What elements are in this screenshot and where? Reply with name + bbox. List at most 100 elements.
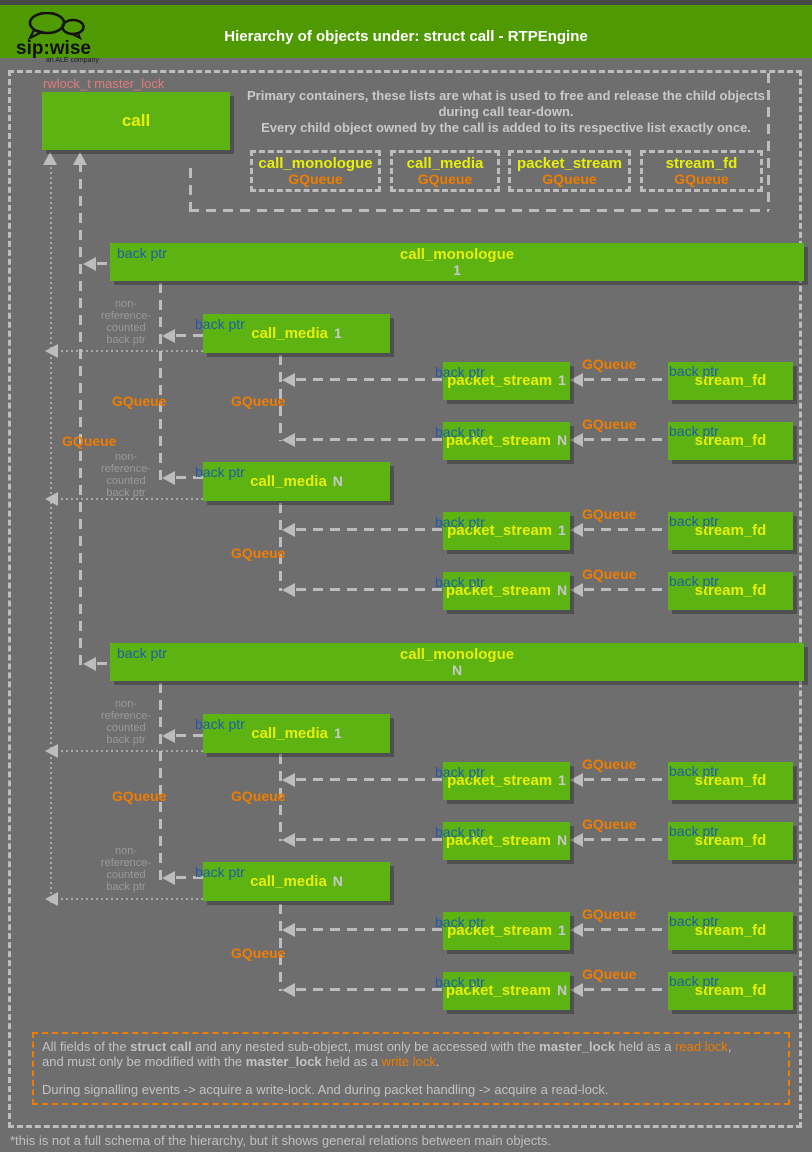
box-stream-fd-2b: stream_fd	[668, 822, 793, 860]
box-packet-stream-4b: packet_stream N	[443, 972, 570, 1010]
dashed-line	[296, 928, 443, 931]
gqueue-label: GQueue	[112, 393, 167, 409]
non-ref-back-ptr-label: non-reference-counted back ptr	[88, 698, 164, 746]
dashed-line	[767, 73, 770, 210]
container-gqueue-label: GQueue	[674, 171, 729, 187]
back-ptr-label: back ptr	[435, 974, 485, 990]
logo-tagline: an ALE company	[46, 57, 99, 64]
back-ptr-label: back ptr	[435, 514, 485, 530]
dotted-line	[56, 898, 203, 900]
arrowhead-left-icon	[282, 923, 295, 937]
box-number: 1	[558, 922, 566, 938]
diagram-outer-border	[8, 70, 802, 1128]
intro-line-2: during call tear-down.	[438, 104, 574, 119]
dashed-line	[279, 503, 282, 591]
notes-text: master_lock	[245, 1054, 322, 1069]
non-ref-line: back ptr	[106, 334, 146, 346]
gqueue-label: GQueue	[582, 816, 637, 832]
container-label: call_monologue	[258, 155, 373, 172]
box-label-row: packet_stream 1	[447, 373, 566, 389]
box-call-monologue-1: call_monologue 1	[110, 243, 804, 281]
dotted-line	[50, 162, 52, 903]
dashed-line	[584, 988, 668, 991]
box-label: stream_fd	[694, 582, 767, 599]
back-ptr-label: back ptr	[117, 645, 167, 661]
notes-text: master_lock	[539, 1039, 616, 1054]
box-packet-stream-2a: packet_stream N	[443, 422, 570, 460]
non-ref-line: back ptr	[106, 734, 146, 746]
dashed-line	[584, 528, 668, 531]
back-ptr-label: back ptr	[195, 464, 245, 480]
box-number: 1	[558, 522, 566, 538]
arrowhead-left-icon	[162, 471, 175, 485]
box-call: call	[42, 92, 230, 150]
back-ptr-label: back ptr	[435, 424, 485, 440]
dashed-line	[176, 876, 203, 879]
gqueue-label: GQueue	[582, 566, 637, 582]
container-call_media: call_media GQueue	[390, 150, 500, 192]
gqueue-label: GQueue	[62, 433, 117, 449]
arrowhead-left-icon	[83, 657, 96, 671]
arrowhead-left-icon	[162, 329, 175, 343]
back-ptr-label: back ptr	[435, 574, 485, 590]
box-label-row: packet_stream 1	[447, 923, 566, 939]
non-ref-line: counted	[106, 322, 146, 334]
box-number: N	[556, 582, 568, 598]
box-number: 1	[333, 724, 342, 741]
notes-text: During signalling events -> acquire a wr…	[42, 1082, 609, 1097]
container-gqueue-label: GQueue	[288, 171, 343, 187]
gqueue-label: GQueue	[582, 966, 637, 982]
box-stream-fd-1b: stream_fd	[668, 762, 793, 800]
speech-bubbles-icon	[27, 12, 85, 40]
back-ptr-label: back ptr	[669, 423, 719, 439]
box-packet-stream-2b: packet_stream N	[443, 822, 570, 860]
box-label: packet_stream	[447, 922, 553, 939]
box-label: stream_fd	[694, 832, 767, 849]
dashed-line	[279, 754, 282, 841]
notes-text: .	[435, 1054, 440, 1069]
box-stream-fd-2a: stream_fd	[668, 422, 793, 460]
dashed-line	[296, 528, 443, 531]
back-ptr-label: back ptr	[117, 245, 167, 261]
non-ref-line: reference-	[100, 310, 152, 322]
dashed-line	[584, 928, 668, 931]
back-ptr-label: back ptr	[435, 364, 485, 380]
non-ref-line: counted	[106, 869, 146, 881]
box-call-media-2b: call_media N	[203, 862, 390, 901]
non-ref-back-ptr-label: non-reference-counted back ptr	[88, 451, 164, 499]
box-number: N	[556, 432, 568, 448]
box-label: call_media	[251, 724, 328, 742]
arrowhead-left-icon	[570, 833, 583, 847]
box-label: call_media	[251, 324, 328, 342]
notes-text: held as a	[321, 1054, 382, 1069]
box-number: N	[332, 872, 343, 889]
arrowhead-left-icon	[570, 773, 583, 787]
dashed-line	[79, 162, 82, 668]
dotted-line	[56, 350, 203, 352]
box-label: stream_fd	[694, 432, 767, 449]
dashed-line	[97, 662, 111, 665]
box-label: stream_fd	[694, 372, 767, 389]
intro-line-1: Primary containers, these lists are what…	[246, 88, 766, 103]
gqueue-label: GQueue	[582, 906, 637, 922]
notes-text: and any nested sub-object, must only be …	[191, 1039, 540, 1054]
back-ptr-label: back ptr	[669, 513, 719, 529]
window-top-strip	[0, 0, 812, 5]
box-label: stream_fd	[694, 982, 767, 999]
dashed-line	[296, 588, 443, 591]
arrowhead-left-icon	[282, 523, 295, 537]
container-label: packet_stream	[516, 155, 623, 172]
dashed-line	[189, 209, 769, 212]
container-label: stream_fd	[665, 155, 738, 172]
dashed-line	[279, 355, 282, 441]
arrowhead-left-icon	[282, 373, 295, 387]
gqueue-label: GQueue	[112, 788, 167, 804]
gqueue-label: GQueue	[231, 788, 286, 804]
dashed-line	[279, 904, 282, 991]
arrowhead-left-icon	[45, 492, 58, 506]
non-ref-line: non-	[114, 451, 138, 463]
dashed-line	[159, 283, 162, 481]
notes-spacer	[42, 1069, 780, 1082]
box-label: packet_stream	[445, 582, 551, 599]
